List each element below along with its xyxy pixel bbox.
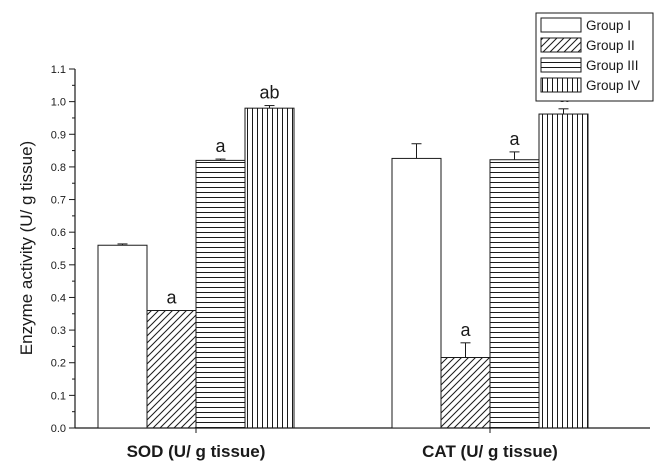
legend-label: Group II: [586, 38, 635, 53]
bar: [391, 157, 442, 429]
bar: [195, 159, 246, 429]
legend-swatch: [540, 37, 582, 53]
legend-swatch: [540, 57, 582, 73]
significance-label: a: [460, 320, 471, 340]
bar: [440, 357, 491, 429]
axes: 0.0 0.1 0.2 0.3 0.4 0.5 0.6 0.7 0.8 0.9 1.0 1.1 SOD …: [51, 64, 650, 461]
x-tick-label: SOD (U/ g tissue): [127, 442, 266, 461]
legend-label: Group III: [586, 58, 639, 73]
y-tick-label: 0.0: [51, 423, 66, 435]
bar: [489, 159, 540, 429]
y-tick-label: 0.8: [51, 162, 66, 174]
y-tick-label: 0.3: [51, 325, 66, 337]
bar: [97, 244, 148, 429]
legend-swatch: [540, 17, 582, 33]
y-tick-label: 0.2: [51, 358, 66, 370]
y-axis-title: Enzyme activity (U/ g tissue): [17, 141, 36, 355]
legend-label: Group I: [586, 18, 631, 33]
legend-label: Group IV: [586, 78, 640, 93]
bars: aaabaaa: [97, 83, 589, 429]
y-tick-label: 0.7: [51, 195, 66, 207]
y-tick-label: 0.9: [51, 129, 66, 141]
y-tick-label: 0.5: [51, 260, 66, 272]
bar: [146, 310, 197, 429]
x-tick-label: CAT (U/ g tissue): [422, 442, 558, 461]
y-tick-label: 0.6: [51, 227, 66, 239]
bar: [538, 113, 589, 429]
significance-label: a: [509, 129, 520, 149]
legend: Group I Group II Group III Group IV: [535, 12, 654, 102]
y-tick-label: 0.4: [51, 292, 66, 304]
y-tick-label: 1.1: [51, 64, 66, 76]
bar: [244, 107, 295, 429]
significance-label: a: [215, 136, 226, 156]
legend-swatch: [540, 77, 582, 93]
y-tick-label: 1.0: [51, 97, 66, 109]
y-tick-label: 0.1: [51, 390, 66, 402]
significance-label: ab: [259, 83, 279, 103]
significance-label: a: [166, 288, 177, 308]
